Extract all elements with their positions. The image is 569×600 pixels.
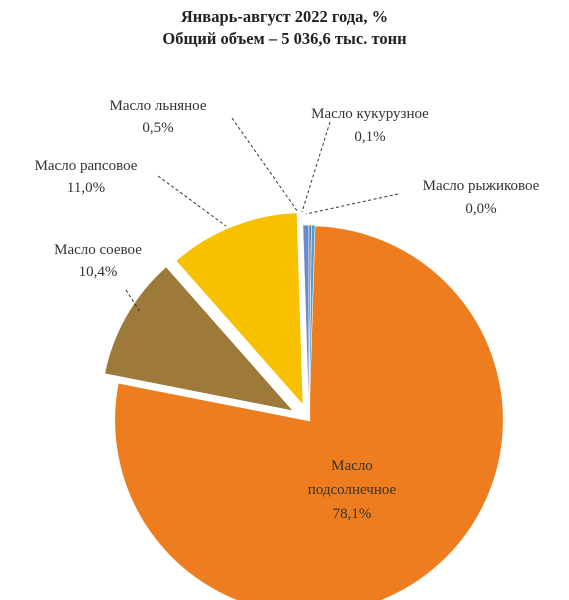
slice-value-soy: 10,4% — [79, 264, 118, 280]
slice-label-camelina: Масло рыжиковое — [423, 178, 540, 194]
slice-label-sunflower: подсолнечное — [308, 482, 397, 498]
pie-slice-camelina — [308, 224, 316, 421]
slice-value-rapeseed: 11,0% — [67, 180, 105, 196]
pie-slice-rapeseed — [173, 210, 306, 411]
leader-line-rapeseed — [157, 175, 227, 227]
slice-label-soy: Масло соевое — [54, 242, 142, 258]
leader-line-flax — [231, 117, 299, 213]
slice-value-camelina: 0,0% — [465, 201, 496, 217]
slice-label-flax: Масло льняное — [109, 98, 206, 114]
chart-subtitle-line: Общий объем – 5 036,6 тыс. тонн — [162, 29, 407, 48]
chart-title-line: Январь-август 2022 года, % — [180, 7, 389, 26]
slice-value-flax: 0,5% — [142, 120, 173, 136]
pie-slice-sunflower — [112, 223, 506, 600]
slice-value-corn: 0,1% — [354, 129, 385, 145]
chart-title: Январь-август 2022 года, % Общий объем –… — [0, 6, 569, 50]
leader-line-camelina — [305, 193, 399, 215]
slice-label-rapeseed: Масло рапсовое — [35, 158, 138, 174]
leader-line-corn — [301, 121, 331, 213]
pie-slice-soy — [102, 264, 299, 414]
slice-label-corn: Масло кукурузное — [311, 106, 429, 122]
leader-line-soy — [125, 289, 141, 313]
slice-label-sunflower: Масло — [331, 458, 373, 474]
slice-value-sunflower: 78,1% — [333, 506, 372, 522]
